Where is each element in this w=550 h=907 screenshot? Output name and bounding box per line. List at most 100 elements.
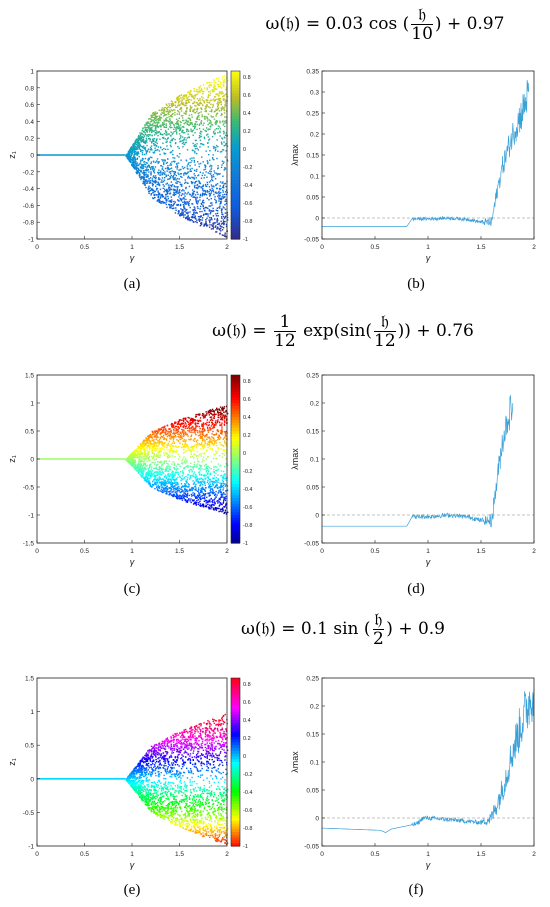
scatter-point [185, 501, 187, 503]
scatter-point [192, 110, 195, 113]
scatter-point [165, 189, 168, 192]
scatter-point [183, 138, 185, 140]
scatter-point [159, 470, 161, 473]
scatter-point [161, 173, 164, 176]
scatter-point [173, 495, 175, 498]
scatter-point [204, 422, 207, 425]
scatter-point [193, 169, 196, 172]
scatter-point [222, 185, 225, 187]
scatter-point [220, 220, 222, 223]
scatter-point [163, 476, 166, 478]
scatter-point [173, 490, 175, 492]
scatter-point [181, 489, 184, 492]
scatter-point [150, 171, 152, 173]
scatter-point [145, 140, 147, 142]
scatter-point [159, 188, 162, 191]
scatter-point [153, 168, 156, 170]
scatter-point [165, 131, 167, 133]
scatter-point [199, 86, 201, 89]
scatter-point [224, 196, 226, 198]
scatter-point [219, 135, 221, 137]
scatter-point [160, 450, 162, 453]
scatter-point [220, 91, 222, 94]
scatter-point [148, 450, 150, 453]
scatter-point [183, 445, 186, 448]
scatter-point [201, 195, 204, 197]
scatter-point [187, 466, 189, 468]
scatter-point [221, 452, 223, 455]
scatter-point [160, 473, 163, 476]
scatter-point [152, 192, 154, 194]
scatter-point [164, 197, 166, 199]
scatter-point [154, 488, 156, 490]
scatter-point [162, 478, 164, 480]
scatter-point [196, 442, 199, 444]
scatter-point [224, 509, 227, 511]
scatter-point [167, 167, 169, 169]
scatter-point [207, 500, 210, 502]
scatter-point [194, 112, 196, 114]
scatter-point [207, 113, 210, 115]
scatter-point [166, 190, 169, 193]
scatter-point [224, 235, 226, 237]
scatter-point [193, 209, 196, 211]
scatter-point [177, 476, 179, 479]
scatter-point [146, 141, 148, 143]
scatter-point [210, 173, 212, 175]
scatter-point [185, 99, 188, 102]
scatter-point [209, 221, 211, 224]
scatter-point [170, 164, 173, 166]
scatter-point [183, 166, 186, 169]
scatter-point [204, 436, 206, 438]
scatter-point [142, 475, 144, 477]
scatter-point [197, 480, 199, 482]
scatter-point [135, 139, 137, 142]
scatter-point [198, 218, 200, 220]
scatter-point [161, 194, 164, 197]
scatter-point [190, 462, 192, 464]
scatter-point [175, 209, 177, 211]
scatter-point [211, 124, 214, 126]
scatter-point [199, 143, 202, 145]
scatter-point [221, 121, 224, 123]
scatter-point [197, 201, 199, 203]
colorbar-tick-label: 0 [243, 147, 246, 153]
scatter-point [145, 150, 147, 152]
scatter-point [197, 422, 199, 425]
scatter-point [149, 138, 151, 141]
scatter-point [206, 476, 208, 478]
scatter-point [225, 458, 227, 460]
scatter-point [149, 129, 151, 131]
scatter-point [204, 477, 206, 480]
colorbar-segment [231, 180, 240, 184]
scatter-point [200, 487, 202, 490]
scatter-point [196, 183, 199, 186]
scatter-point [181, 499, 184, 501]
scatter-point [216, 218, 218, 221]
scatter-point [171, 426, 174, 429]
scatter-point [186, 165, 188, 167]
scatter-point [163, 112, 165, 115]
scatter-point [161, 196, 164, 198]
colorbar-segment [231, 99, 240, 103]
scatter-point [218, 110, 221, 112]
scatter-point [157, 171, 160, 174]
scatter-point [148, 192, 150, 195]
scatter-point [146, 134, 148, 136]
scatter-point [144, 443, 147, 445]
scatter-point [175, 127, 177, 129]
scatter-point [199, 181, 201, 184]
scatter-point [145, 169, 147, 171]
scatter-point [137, 463, 139, 466]
scatter-point [134, 465, 136, 468]
scatter-point [219, 181, 222, 183]
scatter-point [203, 415, 205, 417]
scatter-point [145, 122, 147, 124]
scatter-point [162, 171, 164, 174]
scatter-point [204, 118, 206, 120]
scatter-point [174, 450, 176, 452]
colorbar-tick-label: 0.6 [243, 93, 251, 99]
scatter-point [166, 188, 168, 191]
scatter-point [212, 227, 214, 230]
scatter-point [206, 82, 208, 84]
